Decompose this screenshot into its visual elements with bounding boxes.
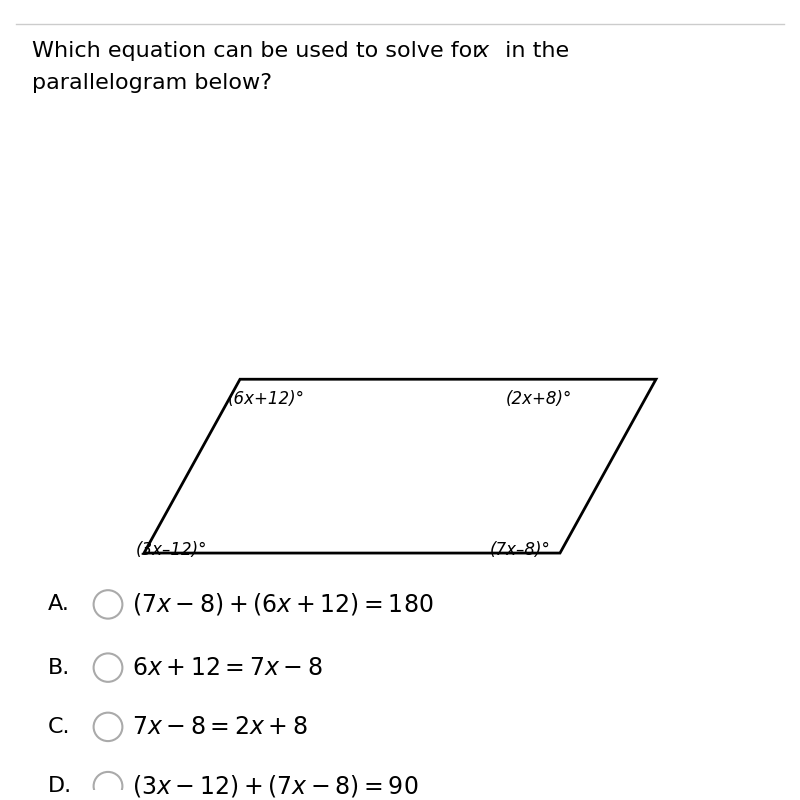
Circle shape [94, 713, 122, 741]
Text: Which equation can be used to solve for: Which equation can be used to solve for [32, 42, 489, 62]
Text: D.: D. [48, 776, 72, 796]
Text: (7x–8)°: (7x–8)° [490, 542, 550, 559]
Text: $(3x - 12) + (7x - 8) = 90$: $(3x - 12) + (7x - 8) = 90$ [132, 773, 418, 799]
Text: (2x+8)°: (2x+8)° [506, 390, 572, 408]
Text: (6x+12)°: (6x+12)° [228, 390, 305, 408]
Text: in the: in the [498, 42, 569, 62]
Text: parallelogram below?: parallelogram below? [32, 73, 272, 93]
Text: A.: A. [48, 594, 70, 614]
Text: $6x + 12 = 7x - 8$: $6x + 12 = 7x - 8$ [132, 656, 322, 680]
Text: (3x–12)°: (3x–12)° [136, 542, 207, 559]
Text: $(7x - 8) + (6x + 12) = 180$: $(7x - 8) + (6x + 12) = 180$ [132, 591, 434, 618]
Circle shape [94, 654, 122, 682]
Polygon shape [144, 379, 656, 553]
Text: x: x [476, 42, 489, 62]
Text: B.: B. [48, 658, 70, 678]
Circle shape [94, 772, 122, 800]
Text: $7x - 8 = 2x + 8$: $7x - 8 = 2x + 8$ [132, 715, 307, 739]
Text: C.: C. [48, 717, 70, 737]
Circle shape [94, 590, 122, 618]
